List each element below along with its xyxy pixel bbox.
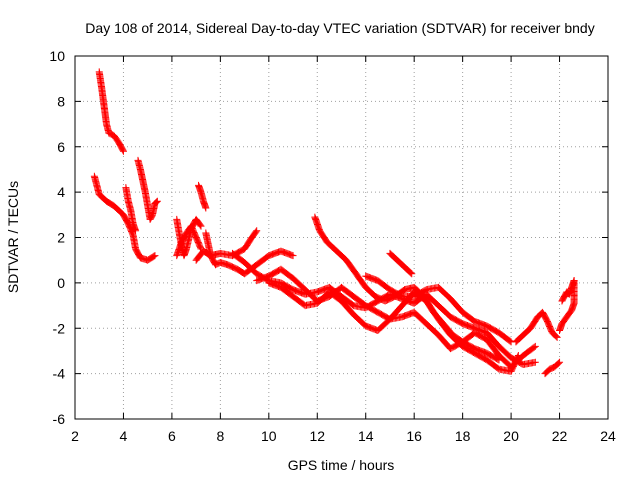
x-tick-label: 20 bbox=[503, 428, 519, 444]
series-track-o bbox=[386, 249, 416, 278]
chart-title: Day 108 of 2014, Sidereal Day-to-day VTE… bbox=[85, 20, 594, 36]
data-point bbox=[555, 359, 563, 367]
x-tick-label: 24 bbox=[600, 428, 616, 444]
x-tick-label: 6 bbox=[168, 428, 176, 444]
data-point bbox=[197, 222, 205, 230]
data-point bbox=[531, 358, 539, 366]
data-point bbox=[570, 277, 578, 285]
data-point bbox=[252, 228, 260, 236]
series-track-b bbox=[90, 172, 159, 264]
series-track-f bbox=[173, 222, 205, 260]
data-point bbox=[202, 204, 210, 212]
data-point bbox=[514, 351, 522, 359]
y-tick-label: -4 bbox=[53, 366, 66, 382]
series-track-a bbox=[95, 68, 127, 155]
data-point bbox=[289, 252, 297, 260]
y-tick-label: -6 bbox=[53, 411, 66, 427]
x-tick-label: 4 bbox=[120, 428, 128, 444]
x-tick-label: 12 bbox=[309, 428, 325, 444]
series-track-n bbox=[362, 272, 515, 346]
y-tick-label: 2 bbox=[57, 230, 65, 246]
series-track-q bbox=[541, 358, 564, 378]
data-point bbox=[253, 227, 261, 235]
x-tick-label: 22 bbox=[552, 428, 568, 444]
series-track-i bbox=[202, 229, 297, 278]
data-point bbox=[494, 355, 502, 363]
data-point bbox=[407, 269, 415, 277]
y-tick-label: 10 bbox=[49, 48, 65, 64]
series-track-c bbox=[122, 184, 140, 235]
data-point bbox=[406, 268, 414, 276]
plot-data bbox=[90, 68, 578, 378]
series-track-s bbox=[558, 277, 578, 305]
y-tick-label: 8 bbox=[57, 93, 65, 109]
x-tick-label: 16 bbox=[406, 428, 422, 444]
x-tick-label: 18 bbox=[455, 428, 471, 444]
series-track-m bbox=[311, 213, 503, 364]
series-track-k bbox=[253, 265, 539, 371]
plot-frame bbox=[74, 55, 609, 420]
y-tick-label: 4 bbox=[57, 184, 65, 200]
y-tick-label: -2 bbox=[53, 320, 66, 336]
y-tick-label: 0 bbox=[57, 275, 65, 291]
data-point bbox=[119, 146, 127, 154]
x-tick-label: 8 bbox=[216, 428, 224, 444]
data-point bbox=[153, 197, 161, 205]
grid-lines bbox=[75, 56, 608, 419]
data-point bbox=[150, 252, 158, 260]
data-point bbox=[196, 221, 204, 229]
x-tick-label: 2 bbox=[71, 428, 79, 444]
y-axis-label: SDTVAR / TECUs bbox=[5, 181, 21, 293]
data-point bbox=[506, 337, 514, 345]
data-point bbox=[408, 270, 416, 278]
series-track-g bbox=[195, 181, 210, 212]
data-point bbox=[531, 342, 539, 350]
data-point bbox=[152, 199, 160, 207]
data-point bbox=[151, 252, 159, 260]
data-point bbox=[132, 227, 140, 235]
series-track-p bbox=[512, 308, 561, 346]
data-point bbox=[530, 343, 538, 351]
data-point bbox=[495, 356, 503, 364]
data-point bbox=[553, 333, 561, 341]
series-track-d bbox=[134, 156, 161, 223]
y-tick-label: 6 bbox=[57, 139, 65, 155]
data-point bbox=[552, 332, 560, 340]
data-point bbox=[119, 147, 127, 155]
data-point bbox=[153, 198, 161, 206]
data-point bbox=[556, 358, 564, 366]
series-track-r bbox=[556, 277, 578, 335]
x-axis-label: GPS time / hours bbox=[288, 457, 395, 473]
x-tick-label: 10 bbox=[261, 428, 277, 444]
data-point bbox=[514, 353, 522, 361]
x-tick-label: 14 bbox=[358, 428, 374, 444]
data-point bbox=[196, 244, 204, 252]
